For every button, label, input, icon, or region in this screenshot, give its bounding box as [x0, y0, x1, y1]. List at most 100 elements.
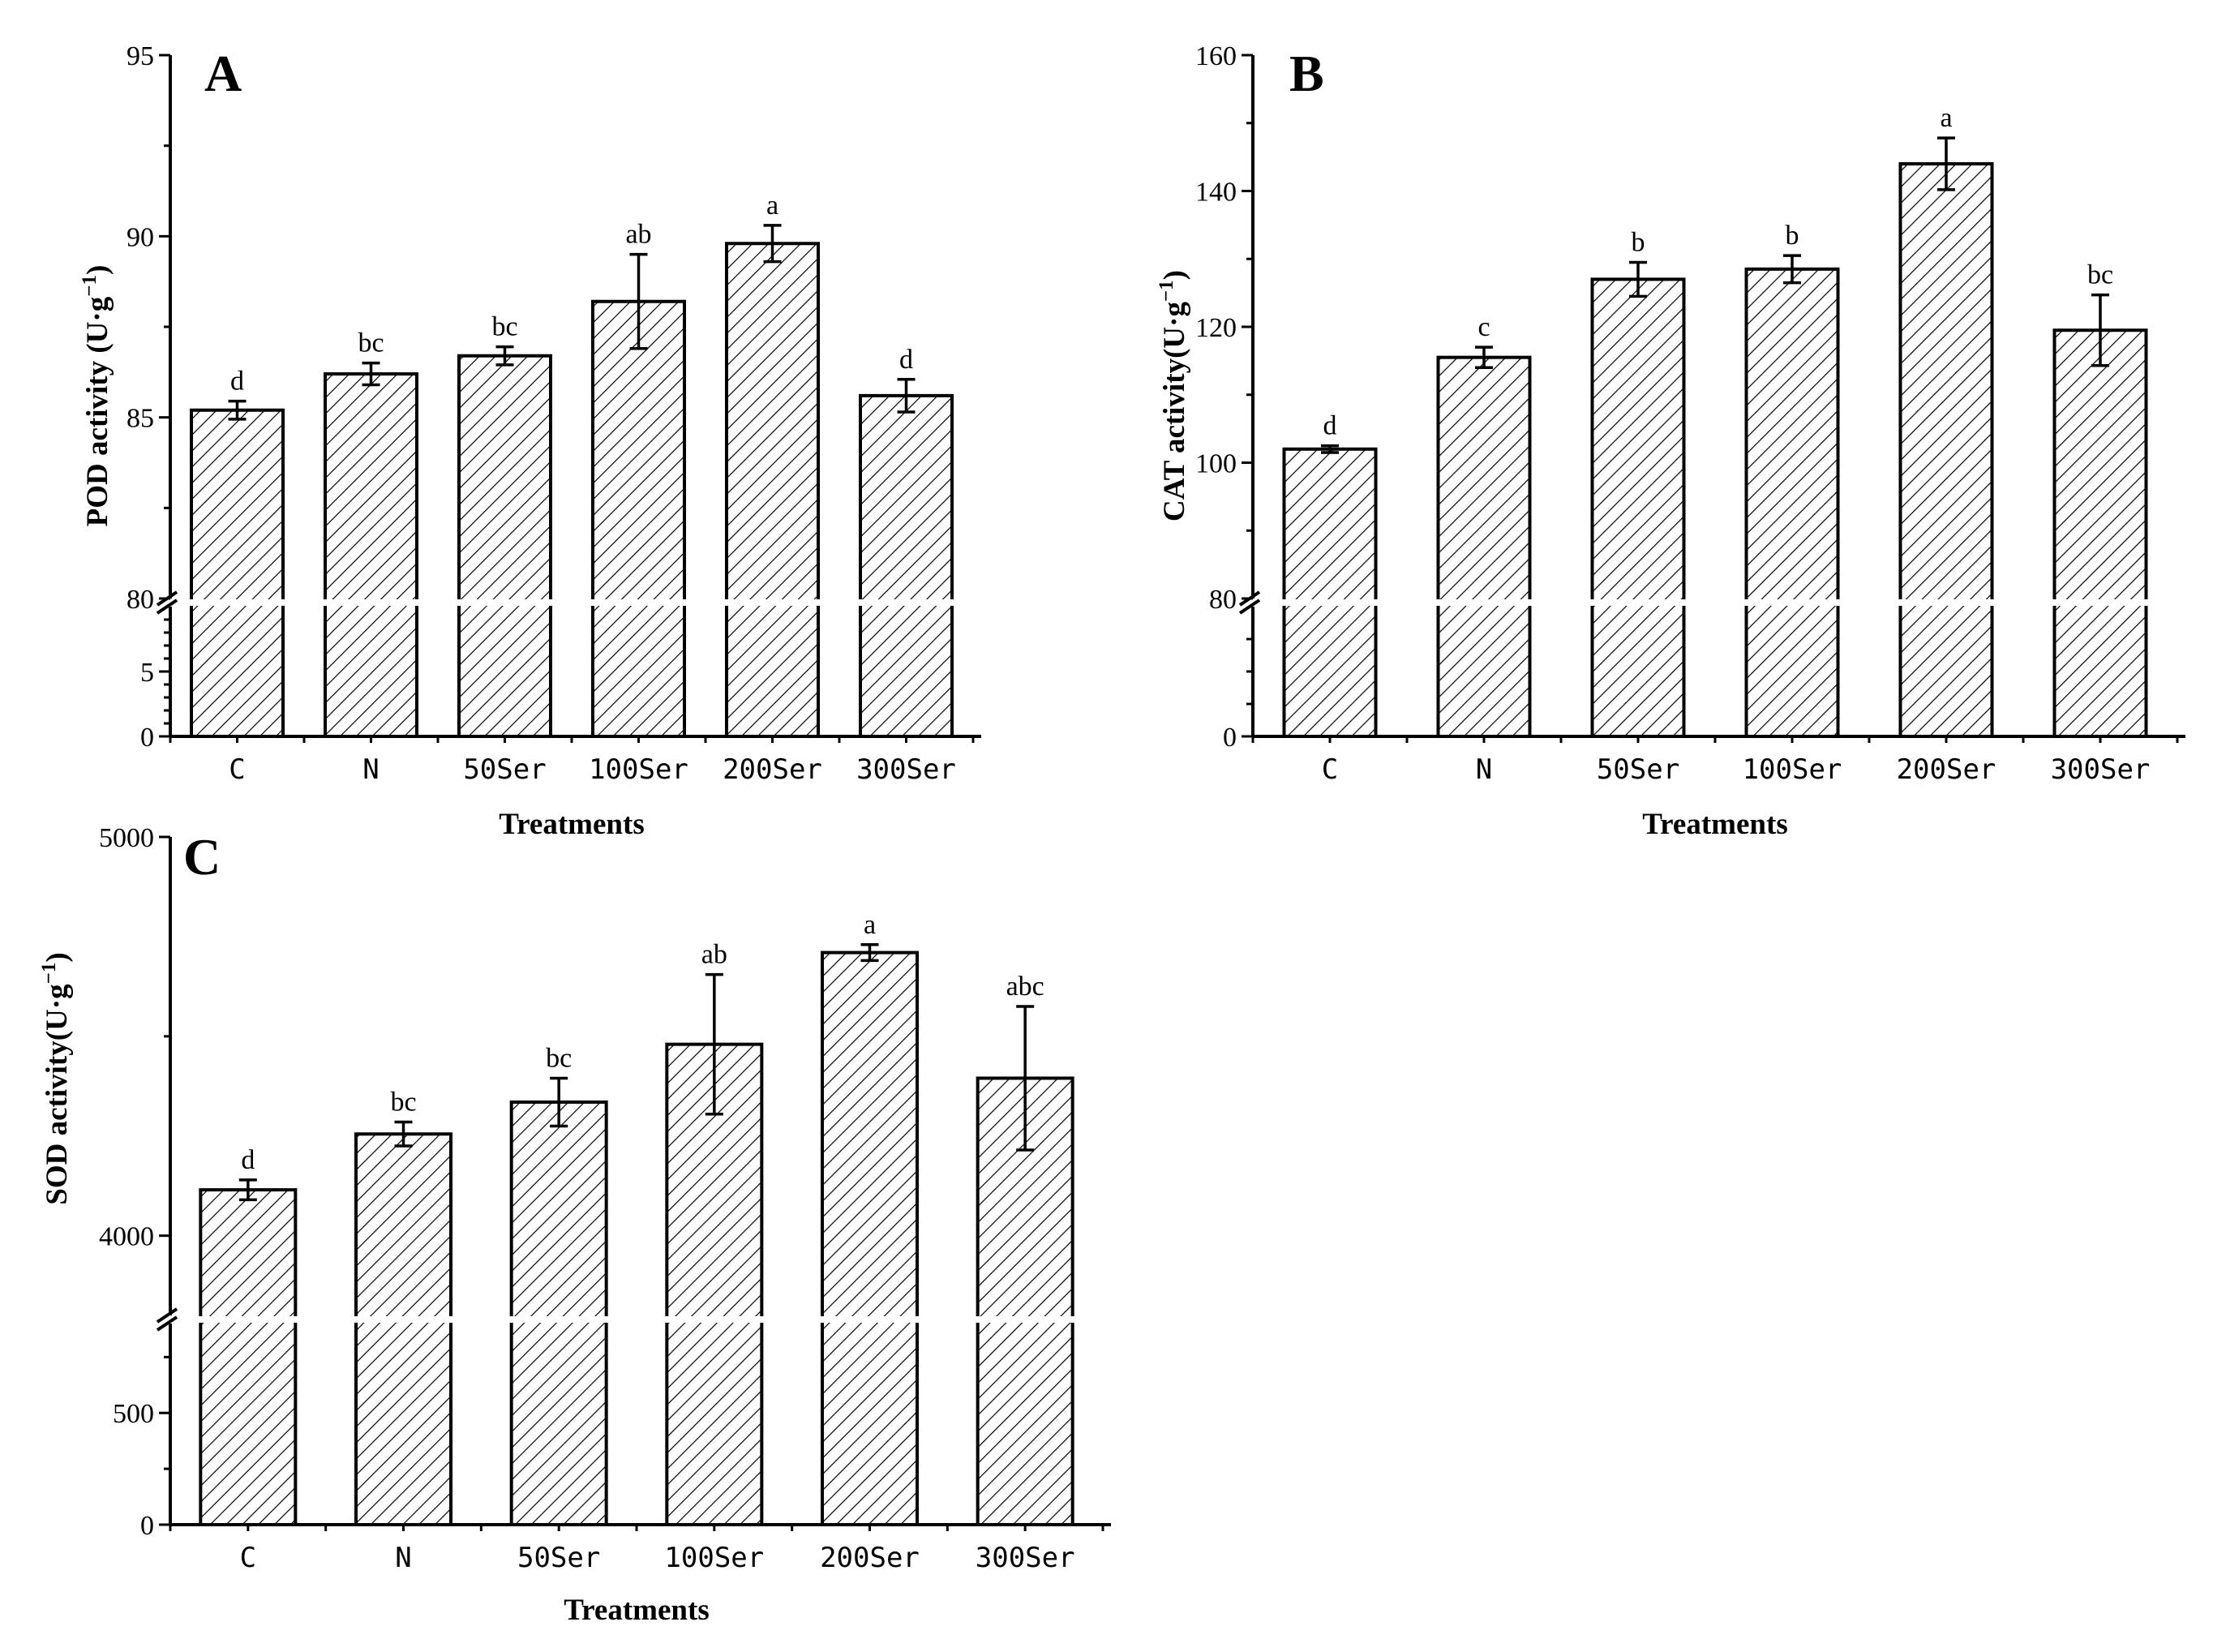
error-bar-50ser [495, 345, 514, 367]
bar-50ser [509, 1100, 608, 1527]
x-tick-label-200ser: 200Ser [723, 753, 822, 786]
error-bar-c [228, 399, 247, 421]
error-bar-300ser [897, 378, 916, 414]
axis-break-mark-bottom [156, 599, 178, 615]
significance-label-200ser: a [1940, 103, 1952, 133]
panel-b: d Cc Nb 50Ser b 100Ser a 200Ser bc 300Ser 80 100 120… [1156, 41, 2185, 841]
significance-label-n: bc [358, 328, 384, 358]
panel-a: d Cbc Nbc 50Ser ab 100Ser a 200Ser d 300Ser 80 85 90… [79, 41, 981, 841]
significance-label-200ser: a [766, 191, 778, 221]
panel-letter: B [1289, 45, 1324, 102]
error-bar-100ser [705, 972, 723, 1116]
bar-100ser [1744, 267, 1840, 738]
x-tick-label-100ser: 100Ser [589, 753, 688, 786]
axis-break-mark-top [156, 1307, 178, 1324]
x-tick-label-n: N [362, 753, 379, 786]
y-tick-label-lower: 5 [140, 658, 154, 688]
error-bar-n [394, 1120, 413, 1148]
y-tick-label-upper: 4000 [99, 1222, 154, 1252]
significance-label-50ser: bc [491, 312, 517, 342]
significance-label-100ser: b [1786, 221, 1799, 251]
y-tick-label-upper: 120 [1195, 313, 1237, 343]
bar-n [354, 1132, 452, 1526]
significance-label-300ser: bc [2087, 260, 2113, 290]
bar-200ser [821, 950, 919, 1527]
y-tick-label-lower: 0 [1223, 723, 1237, 753]
bar-200ser [1898, 162, 1994, 738]
axis-break-gap [1229, 599, 2185, 606]
x-axis-title: Treatments [499, 808, 644, 841]
panel-letter: C [183, 828, 221, 886]
y-tick-label-upper: 160 [1195, 41, 1237, 71]
bar-300ser [859, 393, 954, 738]
x-tick-label-n: N [1476, 753, 1492, 786]
y-tick-label-upper: 80 [127, 585, 154, 615]
error-bar-c [238, 1178, 257, 1202]
x-tick-label-200ser: 200Ser [1897, 753, 1996, 786]
x-tick-label-100ser: 100Ser [1743, 753, 1842, 786]
error-bar-200ser [1937, 136, 1955, 191]
significance-label-300ser: abc [1006, 972, 1044, 1002]
error-bar-n [362, 361, 380, 387]
x-tick-label-300ser: 300Ser [2051, 753, 2151, 786]
error-bar-200ser [860, 943, 879, 963]
y-axis-title: CAT activity(U·g−1) [1156, 270, 1191, 521]
y-tick-label-upper: 5000 [99, 823, 154, 853]
significance-label-200ser: a [864, 910, 876, 940]
significance-label-100ser: ab [701, 940, 727, 970]
y-tick-label-lower: 0 [140, 1511, 154, 1541]
y-axis-title: POD activity (U·g−1) [79, 265, 114, 527]
y-tick-label-upper: 85 [127, 404, 154, 434]
error-bar-50ser [1629, 260, 1647, 298]
x-tick-label-n: N [395, 1542, 411, 1574]
axis-break-gap [146, 1316, 1111, 1323]
x-tick-label-50ser: 50Ser [463, 753, 546, 786]
error-bar-100ser [629, 252, 648, 350]
bar-100ser [665, 1042, 764, 1526]
y-tick-label-upper: 95 [127, 41, 154, 71]
bar-50ser [457, 354, 552, 738]
error-bar-c [1321, 444, 1339, 454]
significance-label-100ser: ab [625, 220, 651, 250]
x-tick-label-50ser: 50Ser [1597, 753, 1679, 786]
significance-label-c: d [230, 367, 244, 397]
significance-label-c: d [1323, 411, 1337, 441]
bar-300ser [976, 1076, 1074, 1527]
y-tick-label-upper: 100 [1195, 449, 1237, 479]
x-tick-label-100ser: 100Ser [664, 1542, 764, 1574]
x-axis-title: Treatments [564, 1594, 709, 1627]
bar-50ser [1590, 277, 1686, 738]
bar-200ser [725, 242, 820, 738]
significance-label-n: bc [390, 1088, 416, 1118]
y-tick-label-upper: 90 [127, 222, 154, 252]
error-bar-300ser [2091, 293, 2109, 367]
error-bar-100ser [1783, 254, 1801, 285]
significance-label-n: c [1477, 312, 1490, 342]
panel-letter: A [204, 45, 242, 102]
bar-c [1282, 447, 1378, 738]
x-tick-label-c: C [240, 1542, 256, 1574]
significance-label-300ser: d [899, 345, 913, 375]
bar-n [324, 372, 418, 738]
bar-300ser [2052, 328, 2148, 738]
significance-label-c: d [241, 1145, 255, 1175]
y-tick-label-lower: 500 [113, 1399, 154, 1429]
error-bar-200ser [763, 224, 782, 264]
axis-break-mark-bottom [1238, 599, 1261, 615]
bar-c [199, 1188, 298, 1526]
significance-label-50ser: bc [546, 1043, 572, 1073]
x-tick-label-c: C [1322, 753, 1338, 786]
x-tick-label-300ser: 300Ser [856, 753, 956, 786]
error-bar-300ser [1016, 1005, 1035, 1152]
x-tick-label-200ser: 200Ser [820, 1542, 920, 1574]
bar-c [190, 408, 285, 738]
x-tick-label-c: C [229, 753, 245, 786]
panel-c: d Cbc Nbc 50Ser ab 100Ser a 200Ser abc 300Ser 4000… [38, 823, 1111, 1627]
y-tick-label-upper: 80 [1209, 585, 1237, 615]
y-tick-label-lower: 0 [140, 723, 154, 753]
bar-n [1436, 355, 1532, 738]
error-bar-50ser [550, 1076, 568, 1128]
x-tick-label-50ser: 50Ser [517, 1542, 600, 1574]
bar-100ser [591, 299, 686, 738]
